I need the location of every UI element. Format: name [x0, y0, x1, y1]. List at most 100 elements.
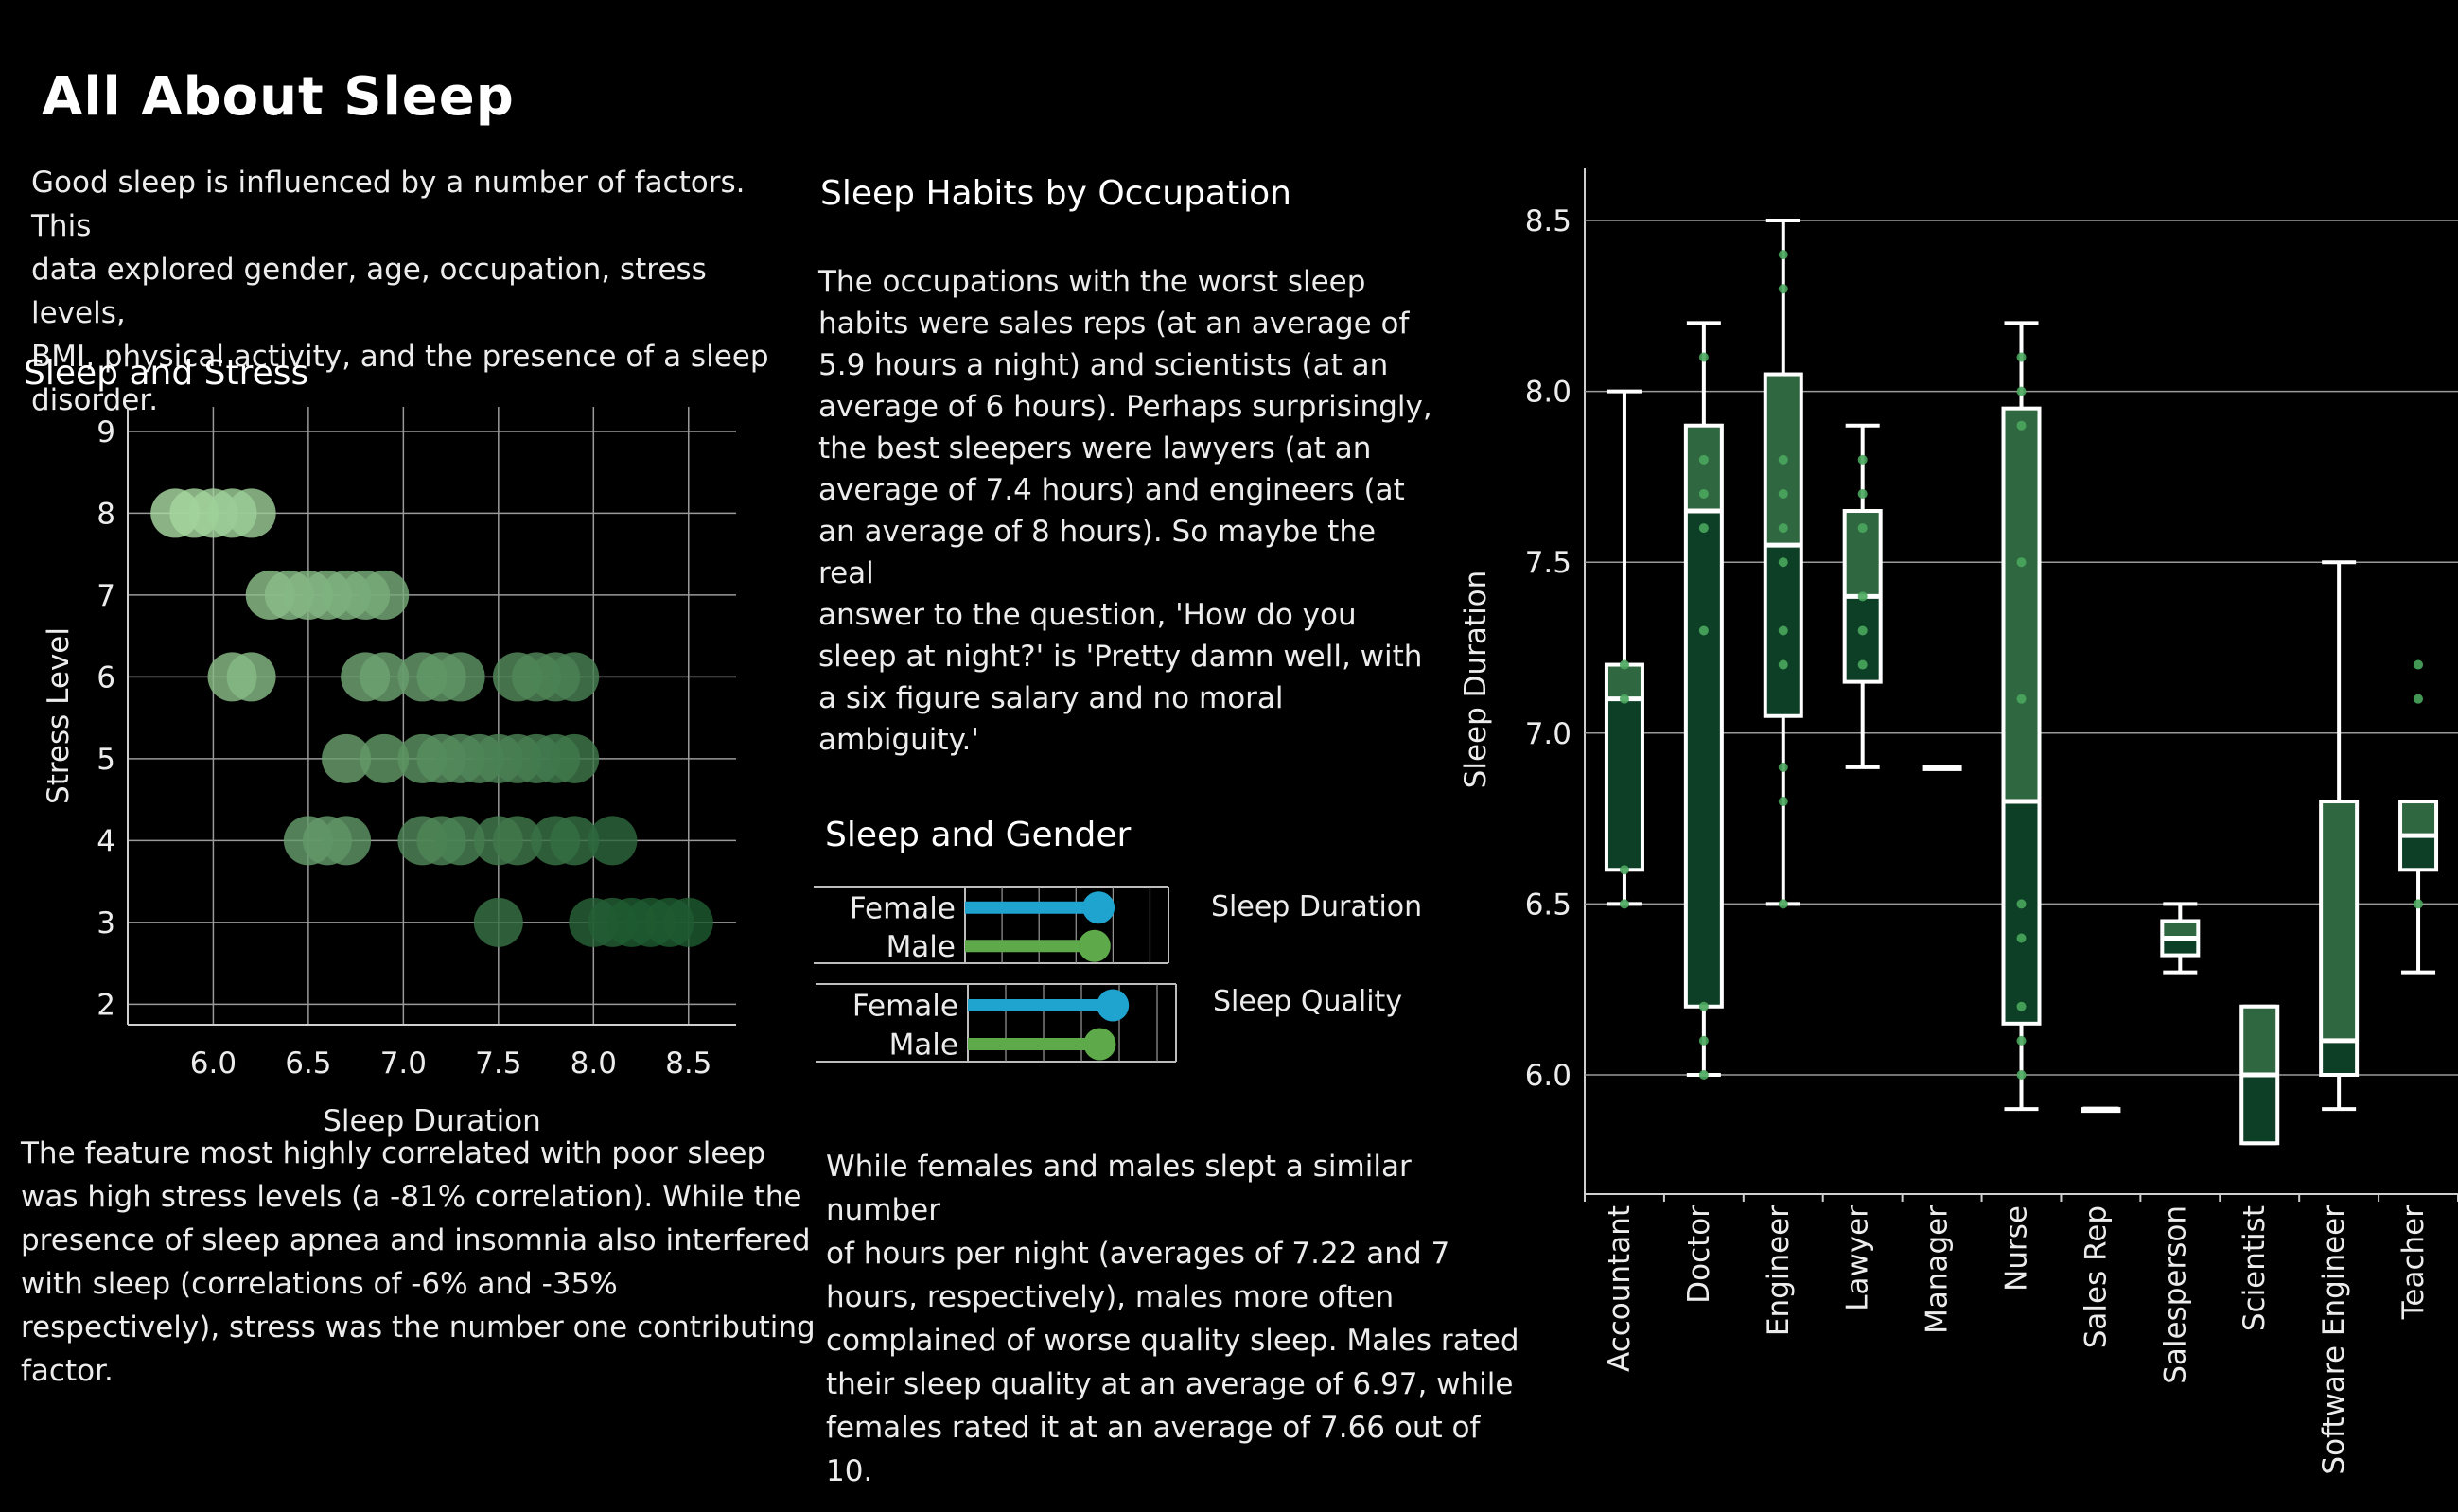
box-lower-half — [2321, 1040, 2358, 1075]
box-data-point — [2016, 899, 2027, 909]
box-data-point — [1778, 659, 1788, 670]
box-upper-half — [2400, 801, 2437, 836]
box-y-tick-label: 6.0 — [1525, 1059, 1571, 1093]
box-data-point — [2414, 899, 2424, 909]
box-category-label: Engineer — [1762, 1205, 1796, 1336]
box-data-point — [1857, 659, 1868, 670]
scatter-point — [550, 733, 600, 783]
box-category-label: Doctor — [1682, 1205, 1716, 1304]
box-data-point — [1857, 591, 1868, 602]
box-data-point — [1778, 899, 1788, 909]
box-lower-half — [2003, 801, 2040, 1024]
box-upper-half — [2241, 1006, 2278, 1075]
scatter-point — [588, 816, 638, 866]
box-lower-half — [2162, 938, 2199, 956]
box-data-point — [1698, 352, 1709, 362]
box-data-point — [1619, 899, 1629, 909]
box-data-point — [1778, 625, 1788, 636]
gender-lollipop-head — [1078, 929, 1111, 962]
box-category-label: Lawyer — [1841, 1205, 1875, 1311]
box-y-tick-label: 7.0 — [1525, 717, 1571, 751]
gender-series-label: Sleep Quality — [1213, 985, 1402, 1018]
box-data-point — [2016, 386, 2027, 396]
occupation-section-title: Sleep Habits by Occupation — [820, 174, 1291, 213]
box-data-point — [1698, 1035, 1709, 1046]
scatter-point — [435, 652, 485, 702]
gender-lollipop-head — [1097, 989, 1130, 1022]
box-data-point — [2016, 557, 2027, 568]
box-data-point — [1619, 865, 1629, 875]
box-y-tick-label: 8.5 — [1525, 204, 1571, 238]
gender-category-label: Female — [852, 990, 958, 1024]
box-data-point — [2016, 1035, 2027, 1046]
box-y-axis-label: Sleep Duration — [1459, 571, 1493, 789]
scatter-y-tick-label: 2 — [97, 988, 115, 1022]
box-data-point — [1698, 523, 1709, 534]
scatter-x-tick-label: 8.0 — [571, 1046, 617, 1081]
scatter-point — [322, 733, 372, 783]
scatter-x-tick-label: 6.0 — [190, 1046, 237, 1081]
box-data-point — [2016, 352, 2027, 362]
scatter-x-axis-label: Sleep Duration — [323, 1104, 541, 1138]
box-outline — [2001, 406, 2042, 1026]
scatter-y-tick-label: 5 — [97, 743, 115, 777]
box-data-point — [1619, 694, 1629, 704]
scatter-x-tick-label: 8.5 — [665, 1046, 711, 1081]
scatter-point — [550, 652, 600, 702]
box-data-point — [1778, 250, 1788, 260]
scatter-point — [435, 816, 485, 866]
box-data-point — [2016, 1001, 2027, 1011]
gender-category-label: Female — [850, 891, 956, 925]
scatter-point — [360, 570, 410, 620]
page-title: All About Sleep — [42, 66, 515, 128]
box-data-point — [1778, 284, 1788, 294]
box-y-tick-label: 8.0 — [1525, 376, 1571, 410]
scatter-point — [322, 816, 372, 866]
intro-paragraph: Good sleep is influenced by a number of … — [31, 166, 769, 417]
scatter-y-tick-label: 8 — [97, 497, 115, 531]
box-data-point — [1698, 488, 1709, 499]
box-data-point — [1857, 454, 1868, 465]
gender-section-text: While females and males slept a similar … — [826, 1150, 1519, 1488]
scatter-y-tick-label: 3 — [97, 906, 115, 941]
box-data-point — [1857, 488, 1868, 499]
scatter-point — [226, 652, 276, 702]
box-data-point — [1698, 1001, 1709, 1011]
scatter-y-tick-label: 6 — [97, 660, 115, 694]
box-data-point — [1778, 557, 1788, 568]
scatter-point — [360, 652, 410, 702]
scatter-y-axis-label: Stress Level — [42, 627, 76, 804]
box-category-label: Scientist — [2238, 1205, 2272, 1331]
occupation-section-text: The occupations with the worst sleep hab… — [818, 265, 1432, 757]
box-data-point — [1778, 797, 1788, 807]
scatter-point — [473, 897, 523, 947]
box-data-point — [2016, 420, 2027, 431]
box-category-label: Accountant — [1603, 1205, 1637, 1372]
box-lower-half — [2400, 835, 2437, 870]
gender-series-label: Sleep Duration — [1211, 890, 1422, 923]
box-upper-half — [2003, 408, 2040, 802]
scatter-y-tick-label: 4 — [97, 824, 115, 858]
scatter-x-tick-label: 7.5 — [475, 1046, 521, 1081]
box-data-point — [2016, 1070, 2027, 1080]
gender-category-label: Male — [887, 930, 956, 964]
box-upper-half — [2321, 801, 2358, 1041]
box-lower-half — [1606, 698, 1642, 870]
box-data-point — [2414, 659, 2424, 670]
box-category-label: Sales Rep — [2079, 1205, 2113, 1348]
box-data-point — [2016, 694, 2027, 704]
gender-lollipop-head — [1082, 891, 1115, 924]
stress-section-title: Sleep and Stress — [24, 354, 309, 393]
gender-lollipop-head — [1083, 1028, 1116, 1061]
box-category-label: Salesperson — [2158, 1205, 2192, 1384]
scatter-point — [226, 488, 276, 538]
scatter-x-tick-label: 6.5 — [285, 1046, 331, 1081]
scatter-x-tick-label: 7.0 — [380, 1046, 427, 1081]
box-data-point — [2414, 694, 2424, 704]
scatter-point — [360, 733, 410, 783]
box-data-point — [1698, 625, 1709, 636]
box-category-label: Nurse — [2000, 1205, 2034, 1292]
